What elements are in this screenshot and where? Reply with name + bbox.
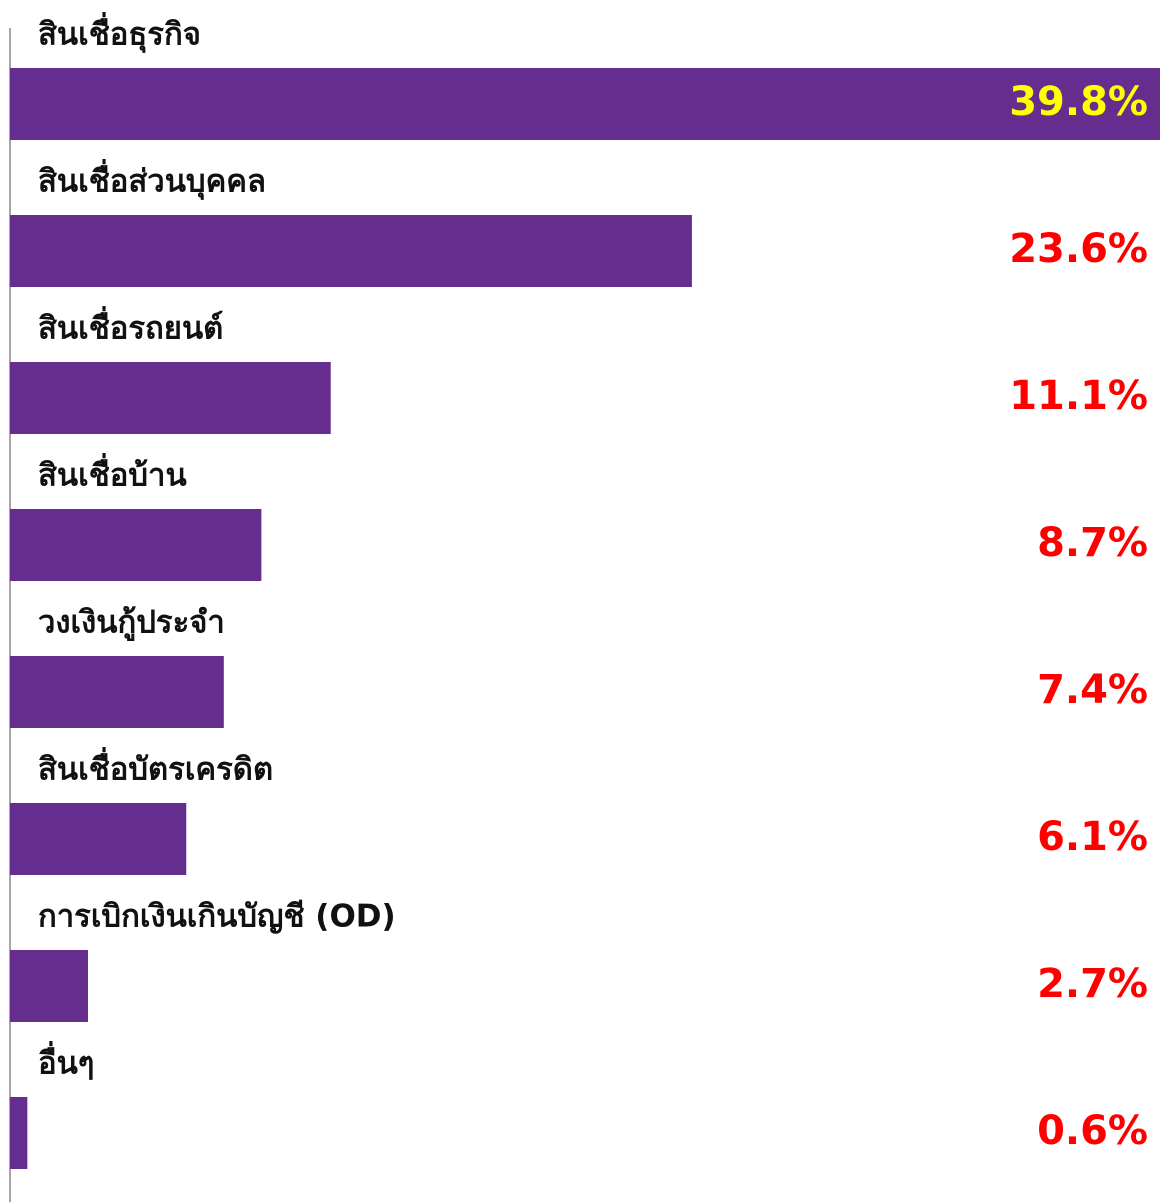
value-label: 7.4% [1037,667,1148,713]
value-label: 39.8% [1009,79,1148,125]
category-label: สินเชื่อบัตรเครดิต [38,747,273,788]
category-label: การเบิกเงินเกินบัญชี (OD) [38,899,396,935]
value-label: 11.1% [1009,373,1148,419]
category-label: สินเชื่อส่วนบุคคล [38,159,266,201]
category-label: สินเชื่อรถยนต์ [38,306,223,347]
value-label: 0.6% [1037,1108,1148,1154]
bar [10,362,331,434]
value-label: 6.1% [1037,814,1148,860]
value-label: 2.7% [1037,961,1148,1007]
category-label: วงเงินกู้ประจำ [38,605,225,642]
category-label: สินเชื่อธุรกิจ [38,12,201,54]
value-label: 8.7% [1037,520,1148,566]
category-label: สินเชื่อบ้าน [38,453,187,494]
bar [10,950,89,1022]
bar [10,215,692,287]
value-label: 23.6% [1009,226,1148,272]
bar [10,656,224,728]
bar [10,1097,28,1169]
bar [10,803,187,875]
bar [10,509,262,581]
bar [10,68,1160,140]
category-label: อื่นๆ [38,1041,94,1082]
